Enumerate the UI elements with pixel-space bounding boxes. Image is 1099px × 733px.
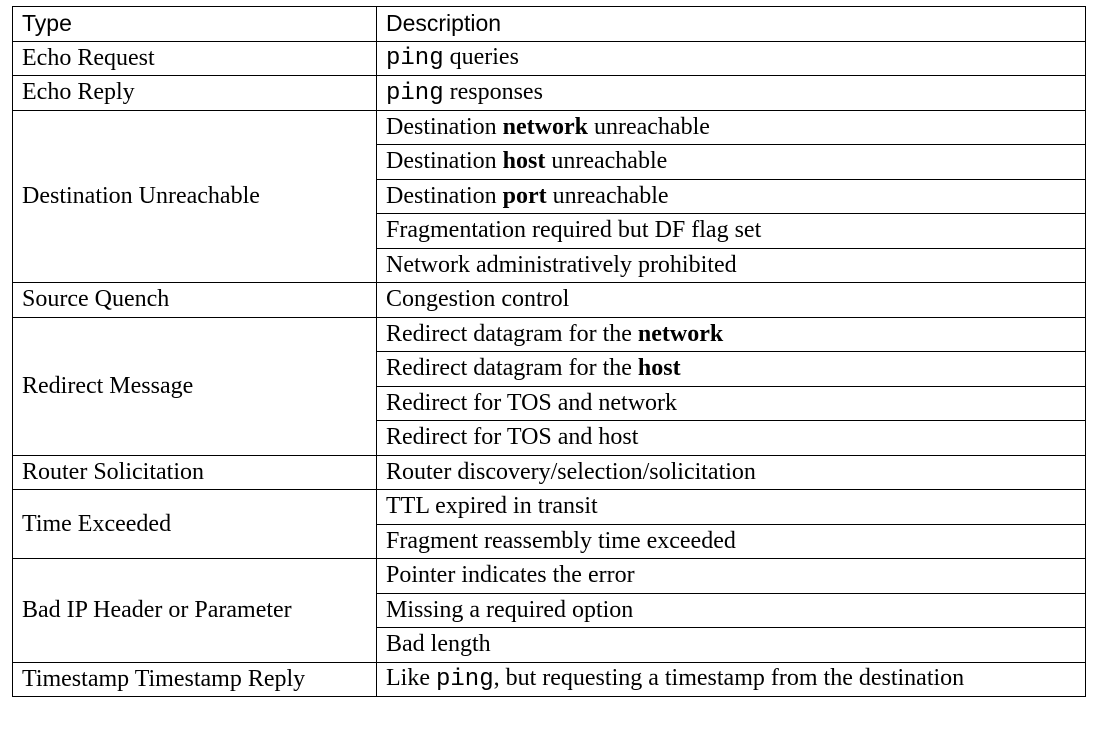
- table-body: Echo Request ping queries Echo Reply ping r…: [12, 40, 1086, 697]
- description-cell: Redirect for TOS and host: [376, 420, 1086, 456]
- table-row: Bad length: [13, 627, 1086, 663]
- description-text: queries: [443, 44, 519, 71]
- description-text: Destination: [386, 113, 503, 140]
- description-cell: Bad length: [376, 627, 1086, 663]
- description-cell: Fragmentation required but DF flag set: [376, 213, 1086, 249]
- code-text: ping: [386, 79, 444, 107]
- description-text: Missing a required option: [386, 596, 634, 623]
- description-text: Router discovery/selection/solicitation: [386, 458, 756, 485]
- type-cell: Destination Unreachable: [12, 109, 377, 283]
- description-text: Like: [386, 665, 436, 692]
- code-text: ping: [435, 666, 494, 694]
- description-text: unreachable: [545, 148, 668, 175]
- bold-text: port: [502, 182, 547, 209]
- description-text: Redirect datagram for the: [386, 355, 638, 382]
- bold-text: network: [637, 320, 724, 347]
- description-cell: Destination port unreachable: [376, 178, 1086, 214]
- table-row: Redirect Message Redirect datagram for th…: [12, 316, 1086, 456]
- description-cell: Missing a required option: [376, 592, 1086, 628]
- table-row: Fragment reassembly time exceeded: [13, 523, 1086, 559]
- table-row: Source Quench Congestion control: [12, 282, 1086, 318]
- description-cell: Fragment reassembly time exceeded: [376, 523, 1086, 559]
- description-text: Bad length: [386, 631, 491, 658]
- description-cell: TTL expired in transit: [376, 489, 1086, 525]
- table-header: Type Description: [12, 6, 1086, 42]
- bold-text: host: [502, 148, 546, 175]
- table-row: Redirect for TOS and network: [13, 385, 1086, 421]
- description-text: Fragment reassembly time exceeded: [386, 527, 736, 554]
- table-row: Network administratively prohibited: [13, 247, 1086, 283]
- description-text: responses: [443, 78, 543, 105]
- description-text: unreachable: [587, 113, 710, 140]
- description-text: unreachable: [546, 182, 669, 209]
- description-text: Fragmentation required but DF flag set: [386, 217, 762, 244]
- type-cell: Time Exceeded: [12, 489, 377, 559]
- bold-text: host: [637, 355, 681, 382]
- description-text: Network administratively prohibited: [386, 251, 737, 278]
- description-cell: Destination host unreachable: [376, 144, 1086, 180]
- description-cell: Network administratively prohibited: [376, 247, 1086, 283]
- table-row: Time Exceeded TTL expired in transit: [12, 489, 1086, 559]
- description-text: TTL expired in transit: [386, 493, 598, 520]
- description-cell: Destination network unreachable: [376, 109, 1086, 145]
- type-cell: Router Solicitation: [12, 454, 377, 490]
- description-cell: Redirect datagram for the network: [376, 316, 1086, 352]
- table-row: Echo Request ping queries: [12, 40, 1086, 76]
- bold-text: network: [502, 113, 588, 140]
- description-text: Redirect datagram for the: [386, 320, 638, 347]
- description-text: Pointer indicates the error: [386, 562, 635, 589]
- table-row: Echo Reply ping responses: [12, 75, 1086, 111]
- header-type: Type: [12, 6, 377, 42]
- type-cell: Source Quench: [12, 282, 377, 318]
- type-cell: Redirect Message: [12, 316, 377, 456]
- description-cell: Redirect datagram for the host: [376, 351, 1086, 387]
- description-text: Redirect for TOS and host: [386, 424, 639, 451]
- description-cell: ping queries: [376, 40, 1086, 76]
- table-row: Destination port unreachable: [13, 178, 1086, 214]
- table-row: Fragmentation required but DF flag set: [13, 213, 1086, 249]
- type-cell: Echo Request: [12, 40, 377, 76]
- type-cell: Timestamp Timestamp Reply: [12, 661, 377, 697]
- table-row: Destination host unreachable: [13, 144, 1086, 180]
- description-cell: Congestion control: [376, 282, 1086, 318]
- table-row: Destination Unreachable Destination netwo…: [12, 109, 1086, 283]
- code-text: ping: [386, 45, 444, 73]
- description-cell: Redirect for TOS and network: [376, 385, 1086, 421]
- description-text: Congestion control: [386, 286, 570, 313]
- description-text: , but requesting a timestamp from the de…: [493, 665, 965, 692]
- table-row: Bad IP Header or Parameter Pointer indica…: [12, 558, 1086, 663]
- icmp-types-table: Type Description Echo Request ping querie…: [12, 6, 1086, 697]
- table-row: Timestamp Timestamp Reply Like ping, but …: [12, 661, 1086, 697]
- type-cell: Echo Reply: [12, 75, 377, 111]
- description-cell: ping responses: [376, 75, 1086, 111]
- description-cell: Like ping, but requesting a timestamp fr…: [376, 661, 1086, 697]
- description-text: Destination: [386, 182, 503, 209]
- type-cell: Bad IP Header or Parameter: [12, 558, 377, 663]
- description-cell: Pointer indicates the error: [376, 558, 1086, 594]
- description-text: Destination: [386, 148, 503, 175]
- description-cell: Router discovery/selection/solicitation: [376, 454, 1086, 490]
- header-row: Type Description: [12, 6, 1086, 42]
- description-text: Redirect for TOS and network: [386, 389, 678, 416]
- table-row: Router Solicitation Router discovery/sele…: [12, 454, 1086, 490]
- header-description: Description: [376, 6, 1086, 42]
- table-row: Redirect datagram for the host: [13, 351, 1086, 387]
